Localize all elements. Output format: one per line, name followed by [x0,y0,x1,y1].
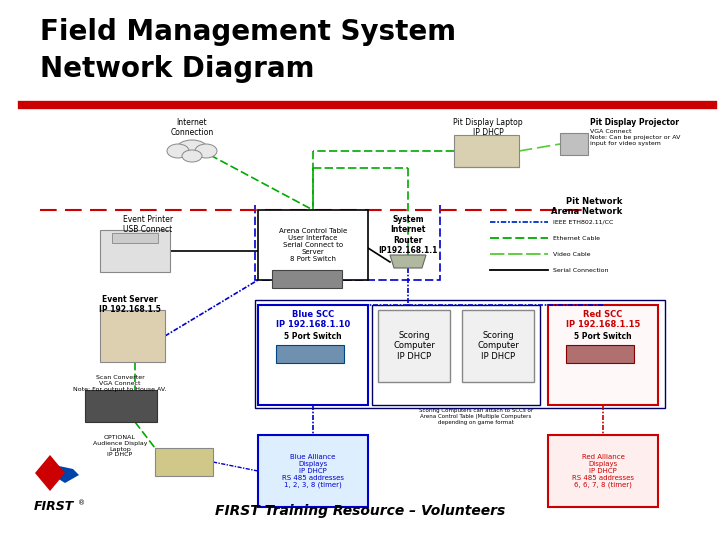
Polygon shape [35,455,65,491]
Bar [560,133,588,155]
Text: Pit Network: Pit Network [566,197,622,206]
Text: Red Alliance
Displays
IP DHCP
RS 485 addresses
6, 6, 7, 8 (timer): Red Alliance Displays IP DHCP RS 485 add… [572,454,634,488]
Bar [255,300,665,408]
Text: Ethernet Cable: Ethernet Cable [553,235,600,240]
Ellipse shape [167,144,189,158]
Bar [272,270,342,288]
Text: Scoring Computers can attach to SCCs or
Arena Control Table (Multiple Computers
: Scoring Computers can attach to SCCs or … [419,408,533,424]
Text: Red SCC
IP 192.168.1.15: Red SCC IP 192.168.1.15 [566,310,640,329]
Bar [454,135,519,167]
Text: Blue Alliance
Displays
IP DHCP
RS 485 addresses
1, 2, 3, 8 (timer): Blue Alliance Displays IP DHCP RS 485 ad… [282,454,344,488]
Bar [85,390,157,422]
Text: 5 Port Switch: 5 Port Switch [574,332,632,341]
Text: Arena Network: Arena Network [551,207,622,216]
Polygon shape [45,463,79,483]
Text: FIRST: FIRST [34,500,74,513]
Text: Pit Display Laptop
IP DHCP: Pit Display Laptop IP DHCP [453,118,523,137]
Text: Video Cable: Video Cable [553,252,590,256]
Text: Field Management System: Field Management System [40,18,456,46]
Text: VGA Connect
Note: Can be projector or AV
input for video system: VGA Connect Note: Can be projector or AV… [590,129,680,146]
Bar [372,305,540,405]
Bar [566,345,634,363]
Bar [548,305,658,405]
Bar [258,435,368,507]
Text: Event Printer
USB Connect: Event Printer USB Connect [123,215,173,234]
Text: Serial Connection: Serial Connection [553,267,608,273]
Bar [112,233,158,243]
Text: Event Server
IP 192.168.1.5: Event Server IP 192.168.1.5 [99,295,161,314]
Bar [100,310,165,362]
Ellipse shape [177,140,207,156]
Text: 5 Port Switch: 5 Port Switch [284,332,342,341]
Text: IEEE ETH802.11/CC: IEEE ETH802.11/CC [553,219,613,225]
Text: OPTIONAL
Audience Display
Laptop
IP DHCP: OPTIONAL Audience Display Laptop IP DHCP [93,435,148,457]
Bar [378,310,450,382]
Text: Blue SCC
IP 192.168.1.10: Blue SCC IP 192.168.1.10 [276,310,350,329]
Bar [276,345,344,363]
Ellipse shape [182,150,202,162]
Text: Scan Converter
VGA Connect
Note: For output to House AV.: Scan Converter VGA Connect Note: For out… [73,375,167,392]
Text: Pit Display Projector: Pit Display Projector [590,118,679,127]
Bar [548,435,658,507]
Text: System
Internet
Router
IP192.168.1.1: System Internet Router IP192.168.1.1 [378,215,438,255]
Text: Scoring
Computer
IP DHCP: Scoring Computer IP DHCP [477,331,519,361]
Bar [462,310,534,382]
Text: Network Diagram: Network Diagram [40,55,315,83]
Bar [258,305,368,405]
Bar [100,230,170,272]
Text: Internet
Connection: Internet Connection [171,118,214,137]
Text: ®: ® [78,500,85,506]
Ellipse shape [195,144,217,158]
Text: Arena Control Table
User Interface
Serial Connect to
Server
8 Port Switch: Arena Control Table User Interface Seria… [279,228,347,262]
Bar [155,448,213,476]
Text: Scoring
Computer
IP DHCP: Scoring Computer IP DHCP [393,331,435,361]
Text: FIRST Training Resource – Volunteers: FIRST Training Resource – Volunteers [215,504,505,518]
Bar [258,210,368,280]
Polygon shape [390,255,426,268]
